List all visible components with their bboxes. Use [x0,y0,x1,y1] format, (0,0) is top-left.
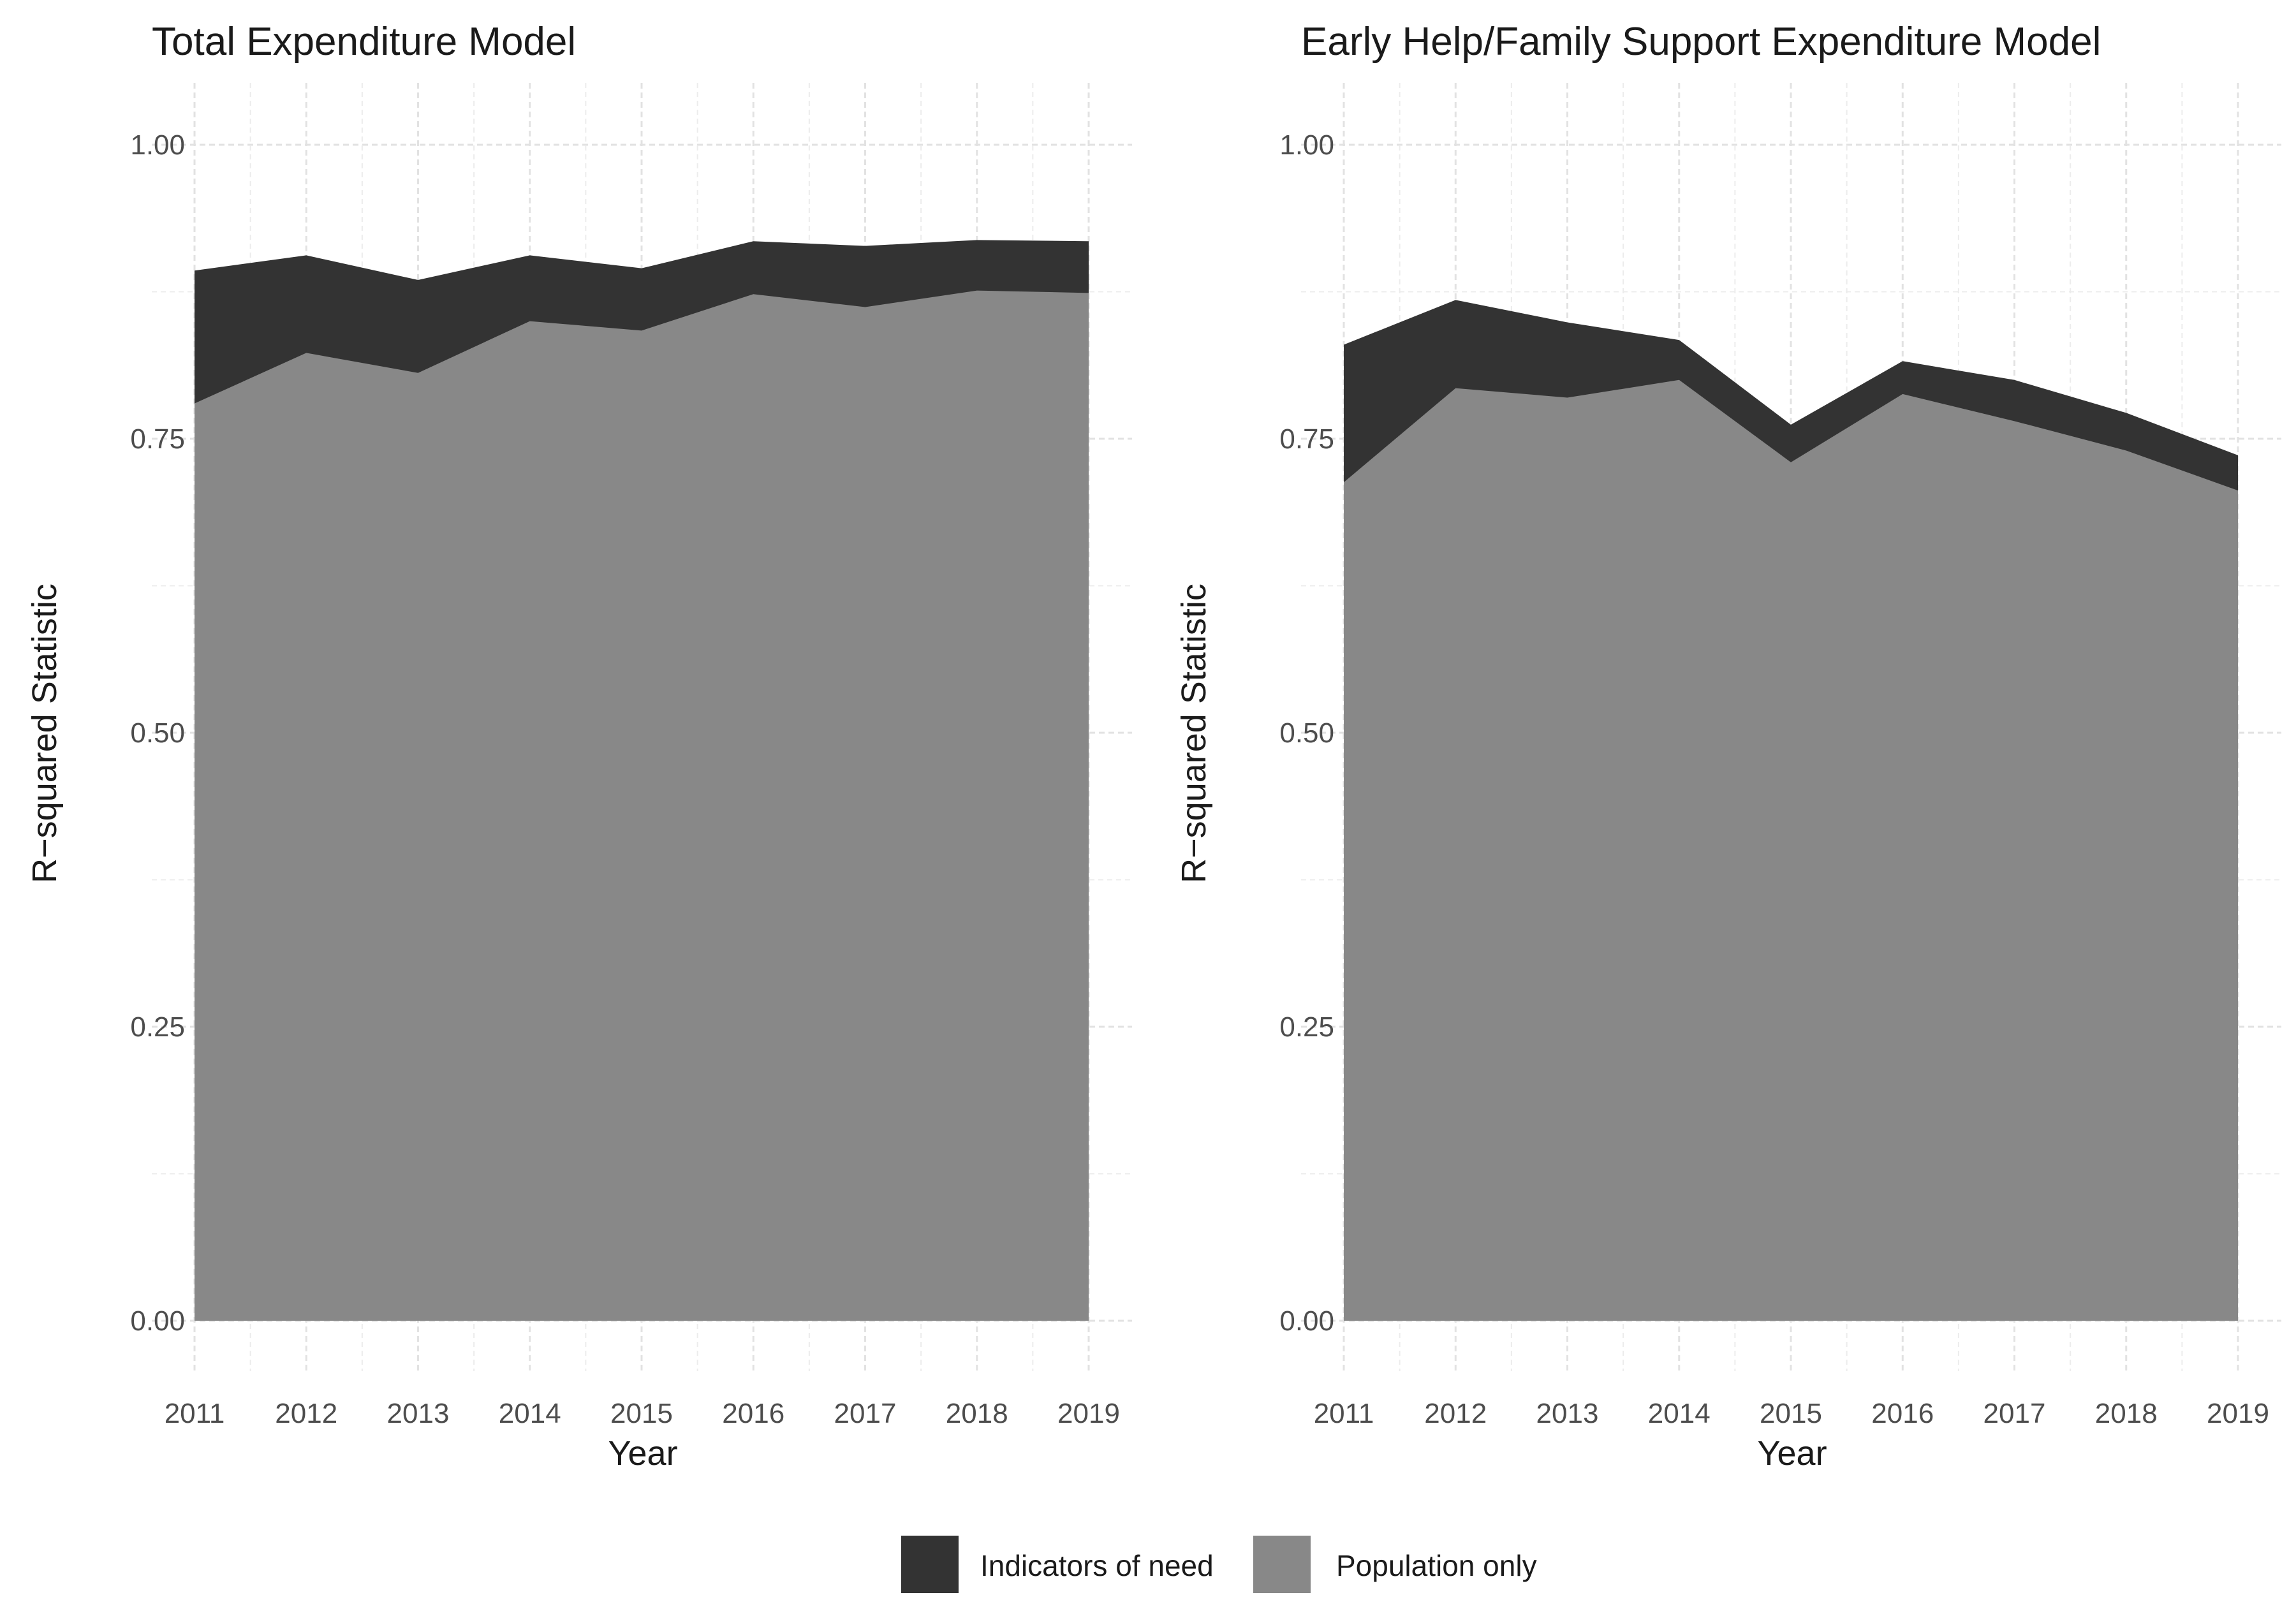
x-tick-label: 2018 [946,1398,1008,1429]
x-tick-label: 2011 [1314,1398,1374,1429]
y-tick-label: 0.75 [130,423,185,455]
y-tick-label: 0.50 [1279,717,1334,749]
x-tick-label: 2011 [165,1398,225,1429]
legend-swatch-population-only [1253,1536,1311,1593]
x-tick-label: 2015 [1760,1398,1822,1429]
panel-total-expenditure: 0.000.250.500.751.00 2011 2012 2013 2014 201… [26,20,1132,1473]
x-tick-label: 2016 [1871,1398,1934,1429]
x-tick-label: 2015 [610,1398,673,1429]
panel-areas [195,240,1089,1321]
legend: Indicators of need Population only [901,1536,1537,1593]
x-tick-label: 2012 [275,1398,337,1429]
x-tick-label: 2013 [387,1398,450,1429]
x-tick-label: 2013 [1536,1398,1599,1429]
panel-areas [1344,300,2238,1321]
y-axis-label: R−squared Statistic [1175,584,1213,883]
x-tick-label: 2019 [2207,1398,2269,1429]
y-tick-label: 0.25 [130,1011,185,1043]
x-tick-label: 2014 [499,1398,561,1429]
area-population-only [195,290,1089,1321]
x-tick-label: 2018 [2095,1398,2158,1429]
y-tick-label: 0.00 [1279,1305,1334,1337]
panel-early-help: 0.000.250.500.751.00 2011 2012 2013 2014 201… [1175,20,2281,1473]
x-tick-label: 2017 [1983,1398,2046,1429]
y-tick-label: 0.75 [1279,423,1334,455]
y-tick-label: 1.00 [130,129,185,161]
legend-label-indicators-of-need: Indicators of need [980,1549,1214,1582]
x-axis-label: Year [1757,1434,1827,1473]
x-tick-label: 2019 [1057,1398,1120,1429]
panel-title: Early Help/Family Support Expenditure Mo… [1301,20,2101,64]
y-tick-label: 1.00 [1279,129,1334,161]
panel-y-ticks: 0.00 0.25 0.50 0.75 1.00 [1279,129,1334,1337]
panel-x-ticks: 2011 2012 2013 2014 2015 2016 2017 2018 2019 [165,1398,1120,1429]
legend-swatch-indicators-of-need [901,1536,959,1593]
x-tick-label: 2014 [1648,1398,1711,1429]
y-tick-label: 0.25 [1279,1011,1334,1043]
legend-label-population-only: Population only [1336,1549,1537,1582]
y-tick-label: 0.00 [130,1305,185,1337]
panel-x-ticks: 2011 2012 2013 2014 2015 2016 2017 2018 2019 [1314,1398,2269,1429]
panel-y-ticks: 0.00 0.25 0.50 0.75 1.00 [130,129,185,1337]
x-tick-label: 2016 [722,1398,784,1429]
y-tick-label: 0.50 [130,717,185,749]
y-axis-label: R−squared Statistic [26,584,64,883]
x-tick-label: 2012 [1424,1398,1487,1429]
x-axis-label: Year [608,1434,677,1473]
area-population-only [1344,379,2238,1321]
x-tick-label: 2017 [834,1398,897,1429]
panel-title: Total Expenditure Model [152,20,576,64]
